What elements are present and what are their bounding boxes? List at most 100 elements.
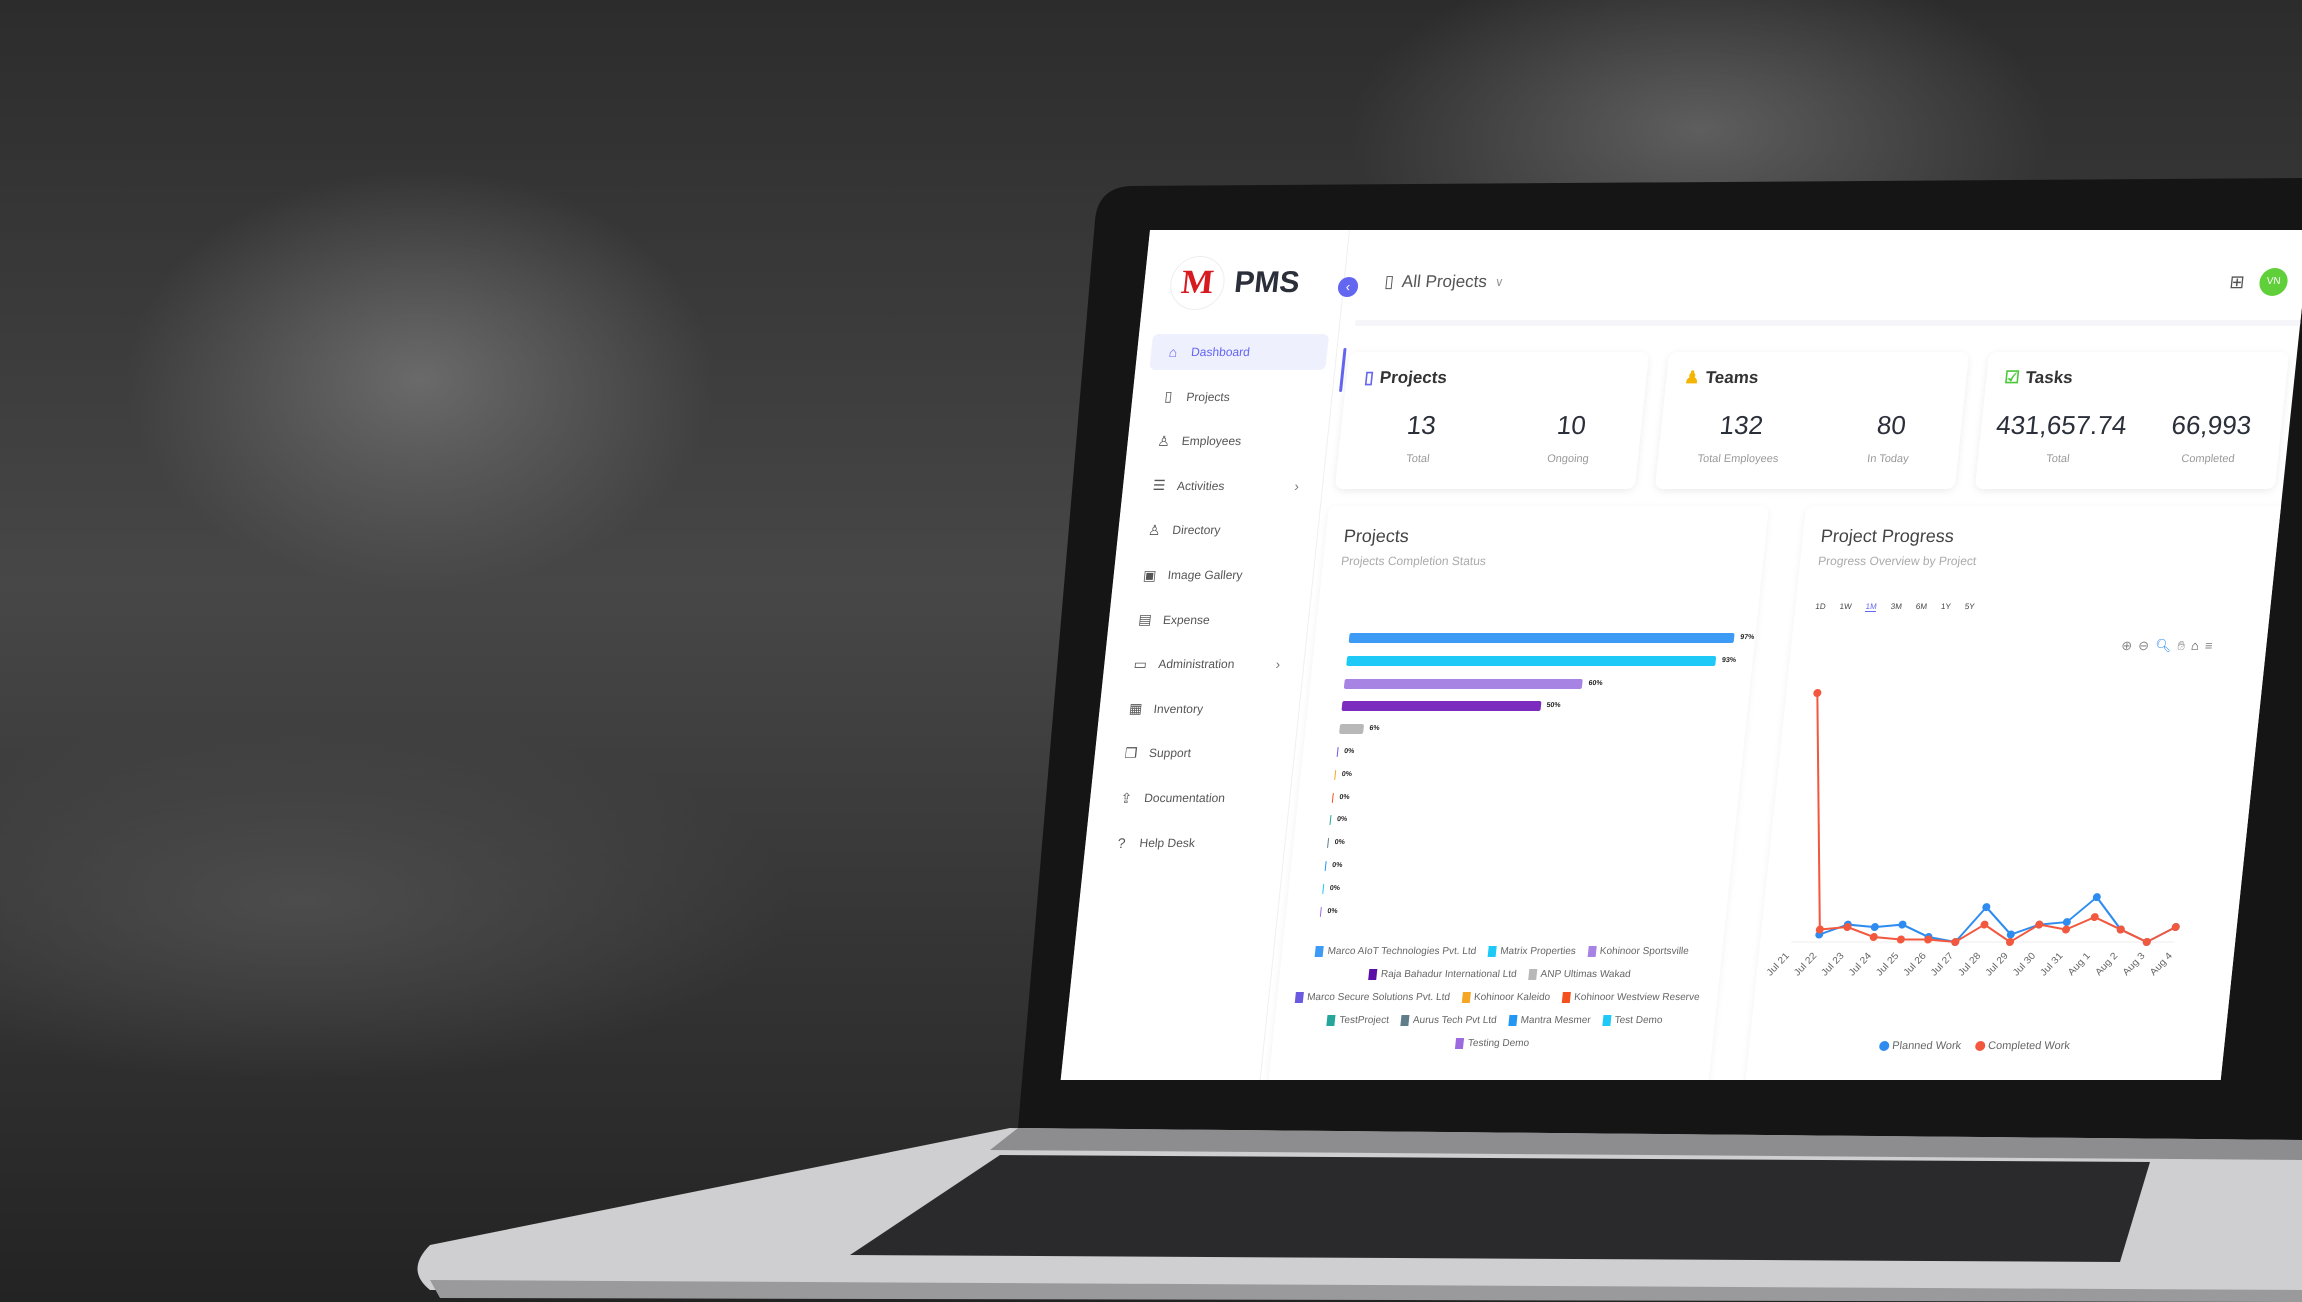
legend-item[interactable]: Aurus Tech Pvt Ltd bbox=[1400, 1015, 1497, 1026]
stat-value: 13 bbox=[1405, 410, 1438, 440]
sidebar-item-support[interactable]: ❐ Support bbox=[1107, 735, 1287, 771]
bar[interactable] bbox=[1324, 861, 1327, 871]
data-point[interactable] bbox=[1843, 923, 1852, 932]
sidebar-item-projects[interactable]: ▯ Projects bbox=[1145, 379, 1325, 415]
dashboard-screen: M PMS ⌂ Dashboard ▯ Projects ♙ Employees ☰ Acti… bbox=[1060, 230, 2302, 1080]
legend-label: Completed Work bbox=[1987, 1040, 2071, 1052]
bar-label: 50% bbox=[1546, 702, 1561, 710]
data-point[interactable] bbox=[2171, 923, 2180, 932]
legend-marker bbox=[1974, 1041, 1986, 1052]
project-selector-label: All Projects bbox=[1400, 272, 1488, 291]
data-point[interactable] bbox=[2062, 918, 2071, 927]
data-point[interactable] bbox=[2116, 925, 2125, 934]
data-point[interactable] bbox=[2006, 938, 2015, 946]
data-point[interactable] bbox=[2062, 925, 2071, 934]
stat: 132 Total Employees bbox=[1667, 410, 1813, 465]
stat-value: 132 bbox=[1718, 410, 1765, 440]
sidebar-item-image-gallery[interactable]: ▣ Image Gallery bbox=[1126, 557, 1306, 593]
avatar[interactable]: VN bbox=[2258, 268, 2290, 296]
bar-label: 0% bbox=[1331, 862, 1343, 869]
legend-item[interactable]: TestProject bbox=[1326, 1015, 1389, 1026]
bar[interactable] bbox=[1341, 701, 1541, 712]
sidebar-item-documentation[interactable]: ⇪ Documentation bbox=[1102, 780, 1282, 816]
legend-item[interactable]: Testing Demo bbox=[1455, 1038, 1530, 1049]
bar[interactable] bbox=[1322, 883, 1325, 894]
bar[interactable] bbox=[1343, 678, 1584, 689]
legend-item[interactable]: Marco Secure Solutions Pvt. Ltd bbox=[1294, 992, 1451, 1003]
bar[interactable] bbox=[1331, 792, 1334, 803]
legend-item[interactable]: Completed Work bbox=[1974, 1040, 2070, 1052]
x-tick-label: Jul 23 bbox=[1820, 951, 1847, 979]
x-tick-label: Jul 27 bbox=[1929, 951, 1956, 979]
card-title: ▯ Projects bbox=[1363, 368, 1447, 388]
data-point[interactable] bbox=[1815, 925, 1824, 934]
clipboard-icon: ▯ bbox=[1363, 368, 1375, 387]
data-point[interactable] bbox=[1951, 938, 1960, 946]
legend-item[interactable]: Marco AIoT Technologies Pvt. Ltd bbox=[1315, 946, 1477, 957]
bar[interactable] bbox=[1329, 815, 1332, 826]
data-point[interactable] bbox=[1898, 920, 1907, 929]
stat-value: 431,657.74 bbox=[1994, 410, 2129, 440]
sidebar-item-label: Projects bbox=[1185, 389, 1231, 404]
legend-item[interactable]: Test Demo bbox=[1602, 1015, 1663, 1026]
legend-item[interactable]: Planned Work bbox=[1878, 1040, 1962, 1052]
bar-label: 0% bbox=[1336, 816, 1348, 824]
data-point[interactable] bbox=[2006, 930, 2015, 939]
projects-panel: Projects Projects Completion Status 97% 9… bbox=[1265, 506, 1769, 1080]
legend-item[interactable]: Kohinoor Kaleido bbox=[1461, 992, 1551, 1003]
legend-item[interactable]: Matrix Properties bbox=[1487, 946, 1576, 957]
legend-item[interactable]: Mantra Mesmer bbox=[1508, 1015, 1591, 1026]
project-selector[interactable]: ▯ All Projects ∨ bbox=[1383, 272, 1505, 292]
sidebar-item-directory[interactable]: ♙ Directory bbox=[1131, 512, 1311, 548]
data-point[interactable] bbox=[1982, 903, 1991, 912]
line-chart: Jul 21 Jul 22 Jul 23 Jul 24 Jul 25 Jul 26 Jul … bbox=[1765, 689, 2180, 979]
data-point[interactable] bbox=[1924, 935, 1933, 944]
sidebar-item-dashboard[interactable]: ⌂ Dashboard bbox=[1149, 334, 1330, 370]
sidebar-item-inventory[interactable]: ▦ Inventory bbox=[1112, 691, 1292, 727]
bar[interactable] bbox=[1327, 838, 1330, 849]
bar-label: 0% bbox=[1327, 907, 1338, 915]
image-icon: ▣ bbox=[1142, 566, 1158, 583]
data-point[interactable] bbox=[2092, 893, 2101, 902]
bar[interactable] bbox=[1346, 655, 1717, 666]
data-point[interactable] bbox=[1980, 920, 1989, 929]
legend-swatch bbox=[1368, 969, 1378, 980]
data-point[interactable] bbox=[1869, 933, 1878, 942]
data-point[interactable] bbox=[2090, 913, 2099, 922]
data-point[interactable] bbox=[2142, 938, 2151, 946]
legend-item[interactable]: Kohinoor Sportsville bbox=[1587, 946, 1689, 957]
sidebar-item-activities[interactable]: ☰ Activities › bbox=[1135, 468, 1315, 504]
sidebar-item-label: Image Gallery bbox=[1167, 568, 1244, 582]
data-point[interactable] bbox=[1870, 923, 1879, 932]
legend-label: Testing Demo bbox=[1467, 1038, 1530, 1049]
bar[interactable] bbox=[1339, 724, 1364, 735]
card-title: ☑ Tasks bbox=[2003, 368, 2073, 388]
stat: 80 In Today bbox=[1817, 410, 1963, 465]
legend-item[interactable]: Raja Bahadur International Ltd bbox=[1368, 969, 1517, 980]
data-point[interactable] bbox=[1896, 935, 1905, 944]
data-point[interactable] bbox=[1813, 689, 1822, 697]
legend-item[interactable]: Kohinoor Westview Reserve bbox=[1561, 992, 1700, 1003]
sidebar-item-administration[interactable]: ▭ Administration › bbox=[1116, 646, 1296, 682]
bar[interactable] bbox=[1336, 747, 1339, 757]
logo[interactable]: M PMS bbox=[1167, 256, 1303, 310]
legend-label: Kohinoor Kaleido bbox=[1473, 992, 1551, 1003]
check-calendar-icon: ☑ bbox=[2003, 368, 2021, 387]
bar[interactable] bbox=[1348, 633, 1735, 643]
sidebar-item-label: Activities bbox=[1176, 478, 1226, 493]
bar[interactable] bbox=[1319, 906, 1322, 917]
sidebar-item-employees[interactable]: ♙ Employees bbox=[1140, 423, 1320, 459]
legend-item[interactable]: ANP Ultimas Wakad bbox=[1527, 969, 1631, 980]
sidebar-item-help-desk[interactable]: ? Help Desk bbox=[1098, 825, 1278, 861]
stat-value: 10 bbox=[1555, 410, 1588, 440]
bar[interactable] bbox=[1334, 769, 1337, 780]
stat: 431,657.74 Total bbox=[1987, 410, 2133, 465]
card-title: ♟ Teams bbox=[1683, 368, 1759, 388]
data-point[interactable] bbox=[2035, 920, 2044, 929]
x-tick-label: Jul 28 bbox=[1956, 951, 1983, 979]
collapse-sidebar-button[interactable]: ‹ bbox=[1336, 277, 1360, 297]
x-tick-label: Jul 22 bbox=[1792, 951, 1819, 979]
sidebar-item-expense[interactable]: ▤ Expense bbox=[1121, 602, 1301, 638]
legend-swatch bbox=[1455, 1038, 1465, 1049]
apps-grid-icon[interactable]: ⊞ bbox=[2228, 271, 2246, 292]
